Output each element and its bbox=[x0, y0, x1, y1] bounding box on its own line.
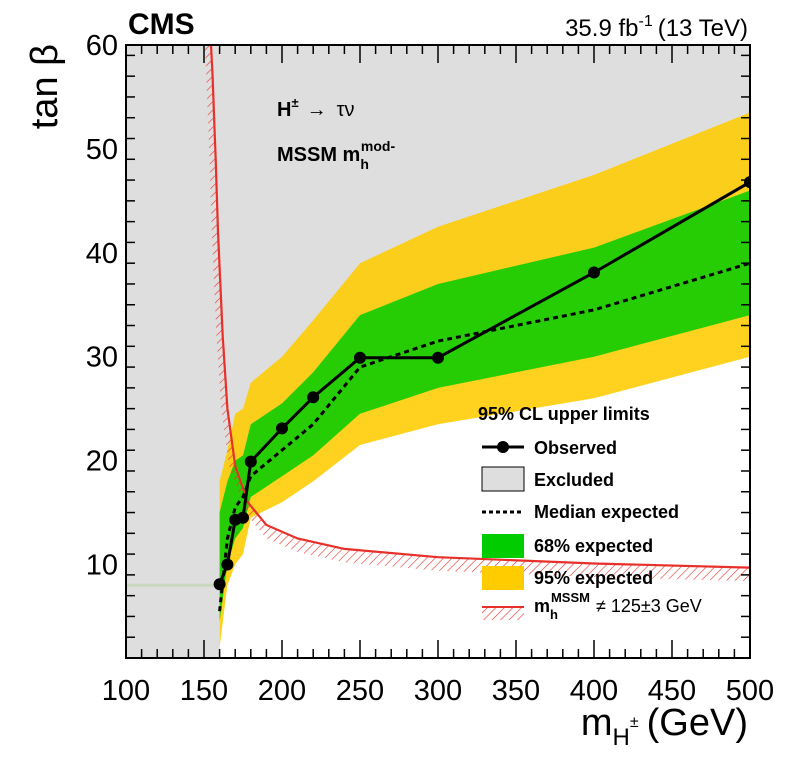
process-charge: ± bbox=[291, 95, 298, 110]
observed-point bbox=[744, 176, 750, 189]
legend-95-label: 95% expected bbox=[534, 568, 653, 588]
legend-68-label: 68% expected bbox=[534, 536, 653, 556]
observed-point bbox=[213, 578, 226, 591]
legend-mh-sub: h bbox=[550, 607, 558, 622]
observed-point bbox=[221, 558, 234, 571]
plot-area bbox=[126, 45, 750, 658]
x-tick-label: 200 bbox=[258, 675, 306, 707]
scenario-sup: mod- bbox=[361, 138, 396, 154]
process-annotation: H± → τν bbox=[277, 95, 355, 121]
x-tick-label: 250 bbox=[336, 675, 384, 707]
energy-label: (13 TeV) bbox=[658, 15, 748, 42]
x-tick-label: 350 bbox=[492, 675, 540, 707]
y-tick-label: 50 bbox=[86, 134, 118, 166]
y-tick-label: 20 bbox=[86, 446, 118, 478]
process-arrow: → bbox=[307, 99, 327, 121]
x-axis-title: mH± (GeV) bbox=[581, 702, 748, 751]
y-tick-label: 10 bbox=[86, 549, 118, 581]
x-axis-title-unit: (GeV) bbox=[647, 702, 748, 744]
y-axis-title: tan β bbox=[24, 44, 66, 129]
legend-median-label: Median expected bbox=[534, 502, 679, 522]
legend-mh-prefix: m bbox=[534, 596, 550, 616]
y-tick-label: 60 bbox=[86, 30, 118, 62]
legend-mh-label: mh MSSM ≠ 125±3 GeV bbox=[534, 590, 702, 622]
lumi-value: 35.9 fb bbox=[565, 15, 638, 42]
observed-point bbox=[244, 455, 257, 468]
legend-68-swatch bbox=[482, 534, 524, 558]
legend-excluded-label: Excluded bbox=[534, 470, 614, 490]
x-tick-label: 400 bbox=[570, 675, 618, 707]
x-tick-label: 300 bbox=[414, 675, 462, 707]
experiment-label: CMS bbox=[128, 8, 195, 41]
observed-point bbox=[237, 511, 249, 524]
scenario-annotation: MSSM mh mod- bbox=[277, 138, 395, 172]
luminosity-label: 35.9 fb-1 (13 TeV) bbox=[565, 13, 748, 42]
observed-point bbox=[307, 391, 320, 404]
legend-mh-suffix: ≠ 125±3 GeV bbox=[596, 596, 702, 616]
process-decay: τν bbox=[337, 99, 355, 121]
x-tick-label: 100 bbox=[102, 675, 150, 707]
observed-point bbox=[432, 351, 444, 364]
mh-exclusion-line bbox=[209, 45, 750, 569]
scenario-main: MSSM m bbox=[277, 144, 360, 166]
legend-excluded-swatch bbox=[481, 466, 525, 492]
legend-title: 95% CL upper limits bbox=[478, 404, 650, 424]
x-axis-title-sup: ± bbox=[630, 714, 639, 731]
legend-95-swatch bbox=[482, 566, 524, 590]
observed-point bbox=[588, 266, 600, 279]
band-68-expected bbox=[219, 190, 750, 622]
mh-hatch-band bbox=[204, 45, 750, 582]
scenario-sub: h bbox=[360, 156, 369, 172]
process-h: H bbox=[277, 99, 291, 121]
legend-mh-sup: MSSM bbox=[551, 590, 590, 605]
axes: 100 150 200 250 300 350 400 450 500 10 20 30 40 50 60 bbox=[86, 30, 774, 707]
observed-point bbox=[354, 351, 366, 364]
lumi-exponent: -1 bbox=[638, 13, 652, 30]
x-axis-title-sub: H bbox=[613, 724, 630, 751]
legend: 95% CL upper limits Observed Excluded Me… bbox=[478, 404, 702, 622]
x-tick-label: 500 bbox=[726, 675, 774, 707]
y-tick-label: 40 bbox=[86, 238, 118, 270]
legend-mh-hatch bbox=[482, 608, 524, 620]
observed-point bbox=[276, 422, 288, 435]
x-axis-title-main: m bbox=[581, 702, 613, 744]
legend-observed-marker bbox=[497, 441, 509, 453]
x-tick-label: 150 bbox=[180, 675, 228, 707]
y-tick-label: 30 bbox=[86, 342, 118, 374]
x-tick-label: 450 bbox=[648, 675, 696, 707]
legend-observed-label: Observed bbox=[534, 438, 617, 458]
